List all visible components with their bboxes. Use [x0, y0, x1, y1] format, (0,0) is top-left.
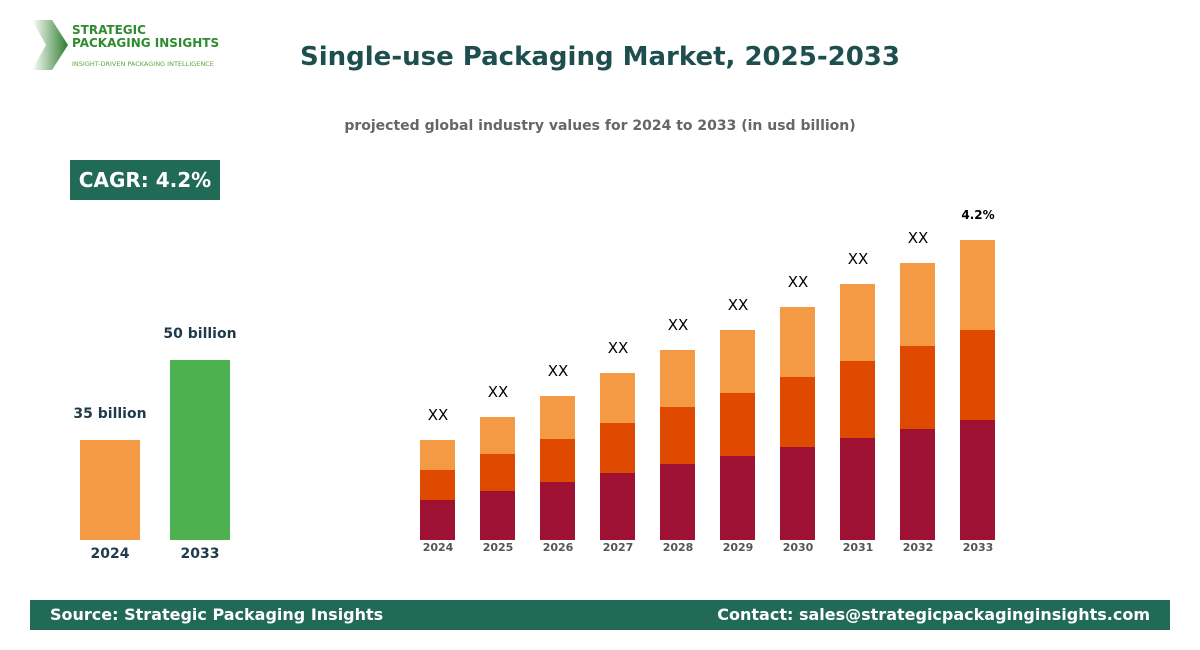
x-tick-label: 2025 [482, 541, 514, 554]
contact-text[interactable]: Contact: sales@strategicpackaginginsight… [717, 605, 1150, 624]
bar-data-label: XX [607, 339, 629, 357]
bar-segment [900, 346, 935, 429]
bar-data-label: XX [667, 316, 689, 334]
bar-data-label: XX [727, 296, 749, 314]
logo-chevron-icon [32, 20, 68, 70]
bar-segment [540, 482, 575, 540]
bar-segment [720, 393, 755, 456]
x-tick-label: 2031 [842, 541, 874, 554]
bar-segment [660, 407, 695, 464]
bar-segment [600, 423, 635, 473]
bar-segment [900, 429, 935, 540]
x-tick-label: 2030 [782, 541, 814, 554]
bar-segment [780, 447, 815, 540]
bar-segment [720, 456, 755, 540]
bar-segment [540, 396, 575, 439]
bar-data-label: XX [847, 250, 869, 268]
x-tick-label: 2026 [542, 541, 574, 554]
bar-segment [840, 284, 875, 361]
bar-segment [960, 240, 995, 330]
bar-segment [840, 438, 875, 540]
bar-segment [480, 454, 515, 491]
bar-data-label: 4.2% [961, 208, 995, 222]
bar-segment [960, 330, 995, 420]
source-text: Source: Strategic Packaging Insights [50, 605, 384, 624]
x-tick-label: 2028 [662, 541, 694, 554]
bar-segment [660, 350, 695, 407]
bar-data-label: XX [427, 406, 449, 424]
bar-segment [480, 417, 515, 454]
x-tick-label: 2024 [422, 541, 454, 554]
bar-segment [420, 440, 455, 470]
bar-segment [600, 373, 635, 423]
footer-bar: Source: Strategic Packaging Insights Con… [30, 600, 1170, 630]
x-tick-label: 2029 [722, 541, 754, 554]
chart-subtitle: projected global industry values for 202… [344, 118, 856, 134]
summary-data-label: 35 billion [73, 406, 147, 422]
bar-segment [840, 361, 875, 438]
bar-segment [480, 491, 515, 540]
bar-data-label: XX [487, 383, 509, 401]
x-tick-label: 2027 [602, 541, 634, 554]
bar-segment [420, 500, 455, 540]
summary-tick-label: 2033 [180, 546, 220, 562]
chart-title: Single-use Packaging Market, 2025-2033 [300, 42, 900, 72]
bar-segment [900, 263, 935, 346]
bar-segment [780, 307, 815, 377]
bar-segment [720, 330, 755, 393]
bar-data-label: XX [547, 362, 569, 380]
bar-segment [660, 464, 695, 540]
summary-bar [170, 360, 230, 540]
bar-segment [960, 420, 995, 540]
bar-segment [540, 439, 575, 482]
bar-data-label: XX [787, 273, 809, 291]
bar-segment [780, 377, 815, 447]
summary-data-label: 50 billion [163, 326, 237, 342]
summary-tick-label: 2024 [90, 546, 130, 562]
bar-segment [420, 470, 455, 500]
bar-data-label: XX [907, 229, 929, 247]
bar-segment [600, 473, 635, 540]
logo-tagline: INSIGHT-DRIVEN PACKAGING INTELLIGENCE [72, 60, 214, 68]
cagr-badge: CAGR: 4.2% [70, 160, 220, 200]
x-tick-label: 2032 [902, 541, 934, 554]
x-tick-label: 2033 [962, 541, 994, 554]
logo-name: STRATEGIC PACKAGING INSIGHTS [72, 23, 220, 50]
summary-bar [80, 440, 140, 540]
